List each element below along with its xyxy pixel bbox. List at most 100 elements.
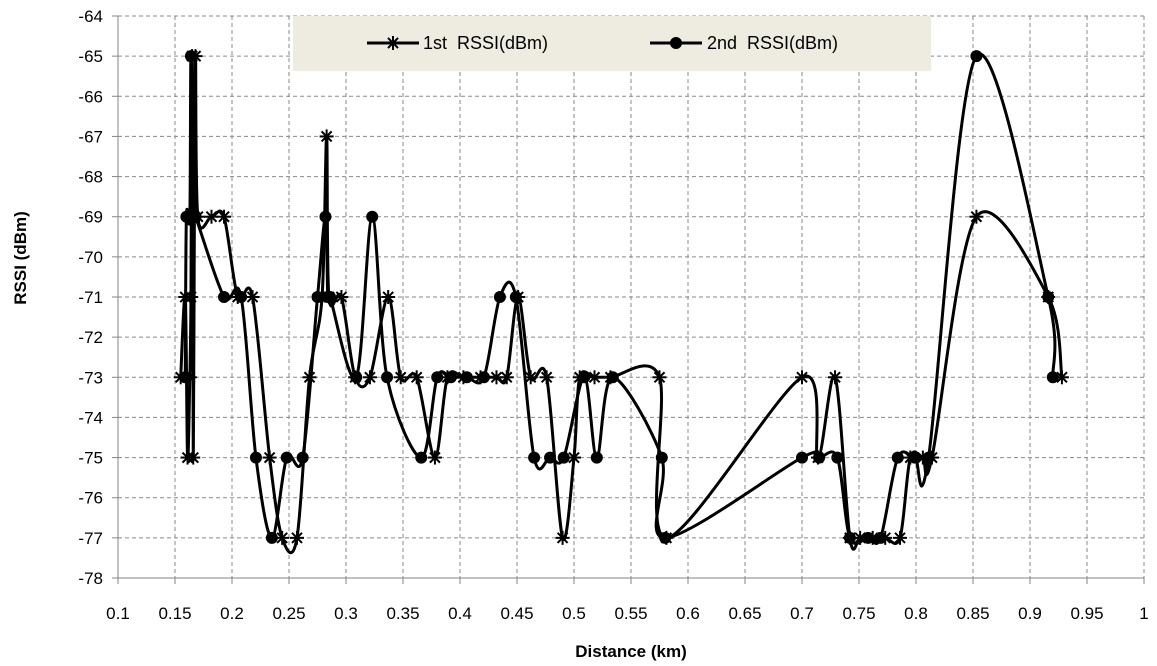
series-line xyxy=(183,52,1057,546)
data-point-circle xyxy=(319,210,332,223)
data-point-star xyxy=(828,370,843,385)
x-tick-label: 0.85 xyxy=(956,604,989,623)
data-point-circle xyxy=(970,50,983,63)
x-tick-label: 0.5 xyxy=(562,604,586,623)
data-point-circle xyxy=(557,451,570,464)
y-tick-label: -70 xyxy=(78,248,103,267)
star-stroke xyxy=(524,371,537,384)
y-tick-label: -75 xyxy=(78,449,103,468)
x-tick-label: 0.55 xyxy=(614,604,647,623)
series-1 xyxy=(173,49,1069,555)
data-point-star xyxy=(262,450,277,465)
legend-star xyxy=(386,36,400,50)
data-point-circle xyxy=(509,291,522,303)
data-point-star xyxy=(499,370,514,385)
data-point-star xyxy=(969,209,984,224)
series-2 xyxy=(179,50,1059,546)
star-stroke xyxy=(394,371,407,384)
data-point-star xyxy=(275,530,290,545)
data-point-circle xyxy=(324,291,337,303)
data-point-circle xyxy=(350,371,363,384)
x-tick-label: 0.65 xyxy=(728,604,761,623)
data-point-circle xyxy=(477,371,490,384)
data-point-circle xyxy=(908,451,921,464)
data-point-star xyxy=(334,290,349,304)
data-point-star xyxy=(652,370,667,385)
legend-label-1st: 1st RSSI(dBm) xyxy=(423,33,548,53)
star-stroke xyxy=(829,371,841,384)
x-tick-label: 0.45 xyxy=(500,604,533,623)
data-point-star xyxy=(539,370,554,385)
axes: 0.1 0.15 0.2 0.25 0.3 0.35 0.4 0.45 0.5 0.55 0.6 0.… xyxy=(78,7,1148,623)
star-stroke xyxy=(410,371,423,384)
data-point-circle xyxy=(874,531,887,544)
data-point-star xyxy=(204,209,219,224)
star-stroke xyxy=(320,130,333,143)
star-stroke xyxy=(894,532,906,544)
star-stroke xyxy=(291,532,303,544)
star-stroke xyxy=(1056,371,1068,384)
data-point-star xyxy=(217,209,232,224)
y-tick-label: -76 xyxy=(78,489,103,508)
x-tick-label: 0.75 xyxy=(842,604,875,623)
y-tick-label: -74 xyxy=(78,408,103,427)
data-point-star xyxy=(393,370,408,385)
y-tick-label: -67 xyxy=(78,127,103,146)
y-axis-title: RSSI (dBm) xyxy=(11,211,30,305)
star-stroke xyxy=(653,371,666,384)
data-point-circle xyxy=(528,451,541,464)
data-point-star xyxy=(489,370,504,385)
star-stroke xyxy=(568,451,580,464)
star-stroke xyxy=(970,210,983,223)
star-stroke xyxy=(246,291,259,303)
x-tick-label: 1 xyxy=(1139,604,1148,623)
data-point-circle xyxy=(235,291,248,303)
y-tick-label: -69 xyxy=(78,208,103,227)
x-tick-label: 0.2 xyxy=(220,604,244,623)
data-point-circle xyxy=(249,451,262,464)
x-tick-label: 0.95 xyxy=(1070,604,1103,623)
data-point-circle xyxy=(590,451,603,464)
star-stroke xyxy=(382,291,394,303)
data-point-circle xyxy=(265,531,278,544)
y-tick-label: -65 xyxy=(78,47,103,66)
x-tick-label: 0.1 xyxy=(106,604,130,623)
x-tick-label: 0.7 xyxy=(790,604,814,623)
data-point-star xyxy=(409,370,424,385)
data-point-star xyxy=(186,450,201,465)
x-tick-label: 0.15 xyxy=(158,604,191,623)
star-stroke xyxy=(387,37,399,49)
data-point-circle xyxy=(578,371,591,384)
data-point-circle xyxy=(189,210,202,223)
star-stroke xyxy=(500,371,513,384)
legend-item-2nd: 2nd RSSI(dBm) xyxy=(650,33,838,53)
data-point-circle xyxy=(431,371,444,384)
x-tick-label: 0.9 xyxy=(1018,604,1042,623)
x-tick-label: 0.4 xyxy=(448,604,472,623)
y-tick-label: -73 xyxy=(78,368,103,387)
star-stroke xyxy=(490,371,503,384)
x-tick-label: 0.35 xyxy=(386,604,419,623)
data-point-circle xyxy=(659,531,672,544)
legend-star-marker xyxy=(386,36,400,50)
star-stroke xyxy=(540,371,553,384)
y-tick-label: -66 xyxy=(78,87,103,106)
star-stroke xyxy=(263,451,276,464)
y-tick-label: -64 xyxy=(78,7,103,26)
series-line xyxy=(179,52,1064,555)
data-point-star xyxy=(362,370,377,385)
legend: 1st RSSI(dBm) 2nd RSSI(dBm) xyxy=(293,16,931,71)
data-point-star xyxy=(245,290,260,304)
data-point-circle xyxy=(184,50,197,63)
star-stroke xyxy=(187,451,199,464)
data-point-circle xyxy=(891,451,904,464)
data-point-circle xyxy=(843,531,856,544)
legend-label-2nd: 2nd RSSI(dBm) xyxy=(707,33,838,53)
star-stroke xyxy=(796,371,808,384)
star-stroke xyxy=(276,532,288,544)
y-tick-label: -77 xyxy=(78,529,103,548)
star-stroke xyxy=(429,451,441,464)
data-point-circle xyxy=(179,371,192,384)
star-stroke xyxy=(218,210,230,223)
